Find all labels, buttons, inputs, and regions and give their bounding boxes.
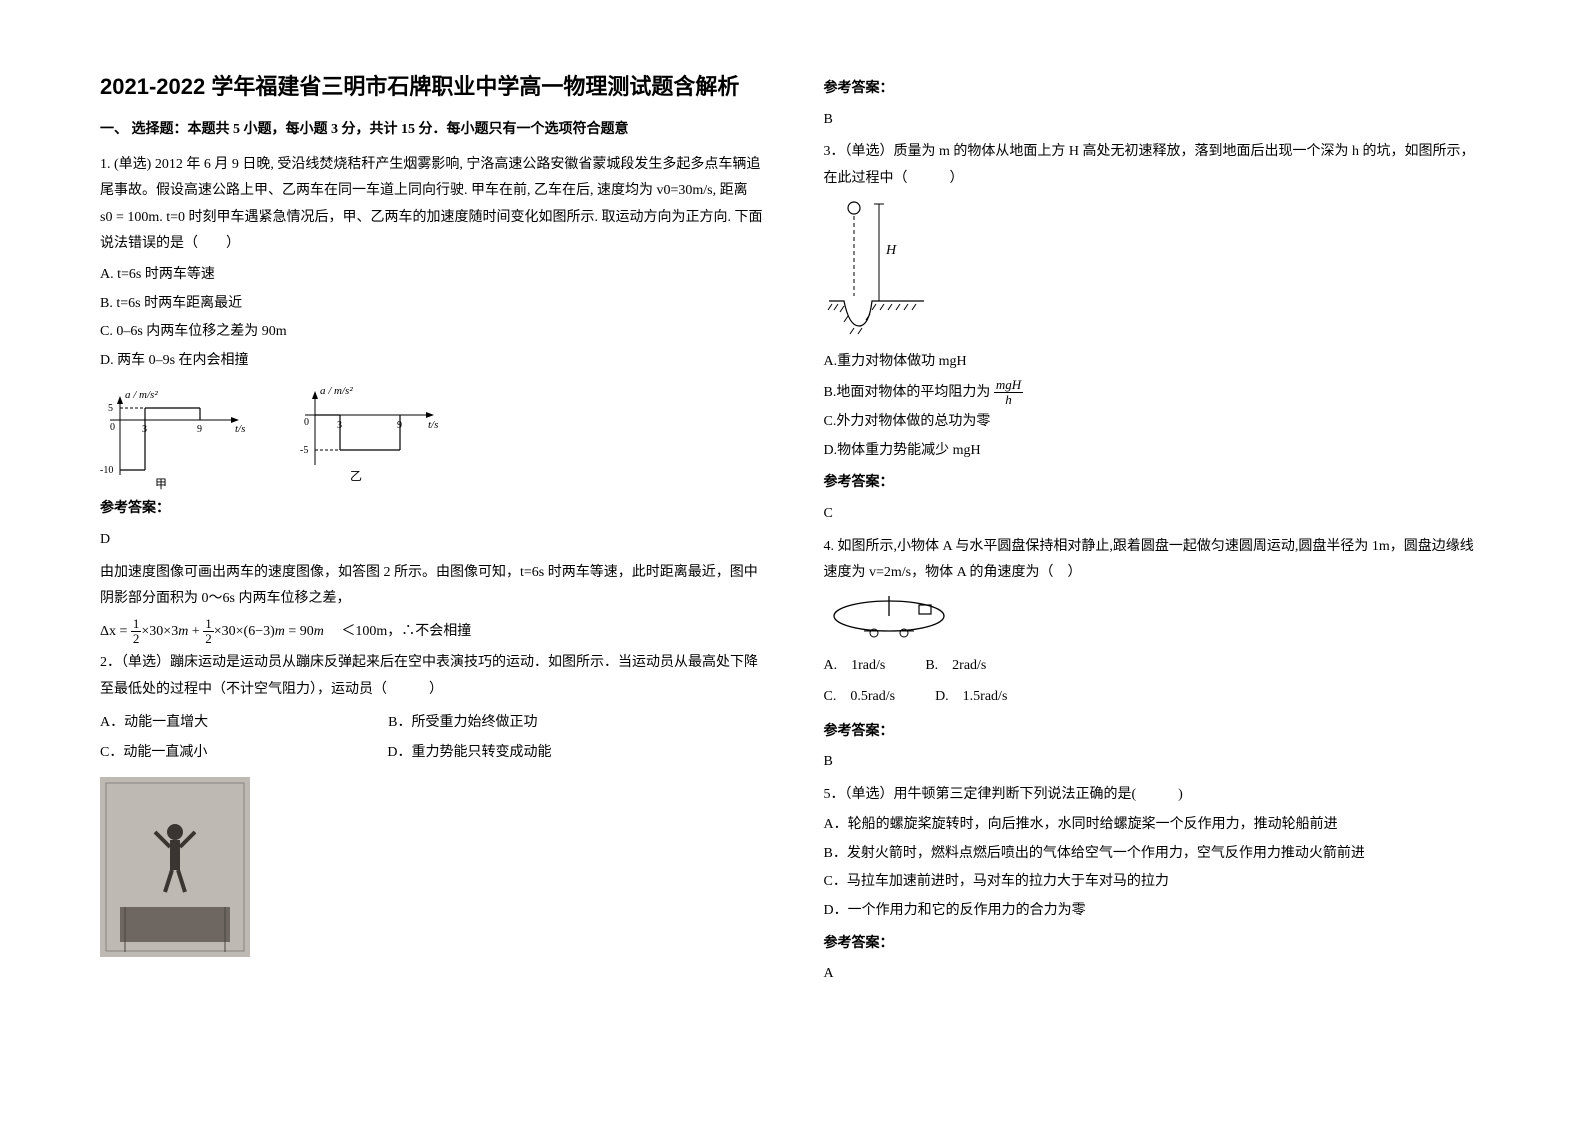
ytick-n10: -10 (100, 465, 113, 476)
q2-options-row1: A．动能一直增大 B．所受重力始终做正功 (100, 708, 764, 739)
ylabel: a / m/s² (125, 389, 158, 401)
q2-answer-label: 参考答案： (824, 76, 1488, 103)
ytick-0: 0 (304, 417, 309, 428)
xtick-9: 9 (397, 420, 402, 431)
q1-answer-label: 参考答案： (100, 496, 764, 523)
q1-formula: Δx = 12×30×3m + 12×30×(6−3)m = 90m ＜100m… (100, 617, 764, 647)
q3-option-c: C.外力对物体做的总功为零 (824, 409, 1488, 436)
q3-option-a: A.重力对物体做功 mgH (824, 349, 1488, 376)
q2-options-row2: C．动能一直减小 D．重力势能只转变成动能 (100, 738, 764, 769)
ytick-0: 0 (110, 422, 115, 433)
q5-option-b: B．发射火箭时，燃料点燃后喷出的气体给空气一个作用力，空气反作用力推动火箭前进 (824, 841, 1488, 868)
q3-answer-label: 参考答案： (824, 470, 1488, 497)
q1-chart-b: a / m/s² t/s 0 -5 3 9 乙 (290, 380, 440, 490)
q3-answer: C (824, 501, 1488, 528)
q1-option-a: A. t=6s 时两车等速 (100, 262, 764, 289)
q1-answer: D (100, 527, 764, 554)
q2-answer: B (824, 107, 1488, 134)
q4-diagram (824, 591, 964, 641)
caption: 甲 (155, 477, 167, 490)
q2-photo (100, 777, 250, 957)
xlabel: t/s (428, 419, 438, 431)
q5-option-a: A．轮船的螺旋桨旋转时，向后推水，水同时给螺旋桨一个反作用力，推动轮船前进 (824, 812, 1488, 839)
q1-option-c: C. 0–6s 内两车位移之差为 90m (100, 319, 764, 346)
q1-stem: 1. (单选) 2012 年 6 月 9 日晚, 受沿线焚烧秸秆产生烟雾影响, … (100, 152, 764, 258)
q4-option-d: D. 1.5rad/s (935, 684, 1007, 711)
q5-answer-label: 参考答案： (824, 931, 1488, 958)
q4-answer: B (824, 749, 1488, 776)
q4-option-b: B. 2rad/s (925, 653, 986, 680)
frac-num: mgH (994, 378, 1023, 393)
q4-option-c: C. 0.5rad/s (824, 684, 896, 711)
q2-option-a: A．动能一直增大 (100, 710, 208, 737)
q4-options-row1: A. 1rad/s B. 2rad/s (824, 651, 1488, 682)
q1-explain-2: ＜100m，∴不会相撞 (341, 624, 471, 639)
q3-stem: 3．（单选）质量为 m 的物体从地面上方 H 高处无初速释放，落到地面后出现一个… (824, 139, 1488, 192)
xtick-3: 3 (142, 424, 147, 435)
q3-option-b-pre: B.地面对物体的平均阻力为 (824, 385, 994, 400)
ytick-n5: -5 (300, 445, 308, 456)
right-column: 参考答案： B 3．（单选）质量为 m 的物体从地面上方 H 高处无初速释放，落… (824, 70, 1488, 994)
q3-option-d: D.物体重力势能减少 mgH (824, 438, 1488, 465)
h-label: H (885, 243, 897, 258)
q4-option-a: A. 1rad/s (824, 653, 886, 680)
caption: 乙 (350, 469, 362, 483)
q4-options-row2: C. 0.5rad/s D. 1.5rad/s (824, 682, 1488, 713)
q1-option-b: B. t=6s 时两车距离最近 (100, 291, 764, 318)
left-column: 2021-2022 学年福建省三明市石牌职业中学高一物理测试题含解析 一、 选择… (100, 70, 764, 994)
q4-answer-label: 参考答案： (824, 719, 1488, 746)
page: 2021-2022 学年福建省三明市石牌职业中学高一物理测试题含解析 一、 选择… (0, 0, 1587, 1034)
q1-option-d: D. 两车 0–9s 在内会相撞 (100, 348, 764, 375)
q2-option-d: D．重力势能只转变成动能 (387, 740, 551, 767)
q3-option-b: B.地面对物体的平均阻力为 mgH h (824, 378, 1488, 408)
q1-chart-a: a / m/s² t/s 5 0 -10 3 9 甲 (100, 380, 250, 490)
ytick-5: 5 (108, 403, 113, 414)
q3-diagram: H (824, 196, 954, 336)
q2-option-c: C．动能一直减小 (100, 740, 207, 767)
q5-stem: 5．（单选）用牛顿第三定律判断下列说法正确的是( ) (824, 782, 1488, 809)
xtick-3: 3 (337, 420, 342, 431)
q2-stem: 2．（单选）蹦床运动是运动员从蹦床反弹起来后在空中表演技巧的运动．如图所示．当运… (100, 650, 764, 703)
xtick-9: 9 (197, 424, 202, 435)
doc-title: 2021-2022 学年福建省三明市石牌职业中学高一物理测试题含解析 (100, 70, 764, 103)
q1-explain-1: 由加速度图像可画出两车的速度图像，如答图 2 所示。由图像可知，t=6s 时两车… (100, 560, 764, 613)
section-heading: 一、 选择题：本题共 5 小题，每小题 3 分，共计 15 分．每小题只有一个选… (100, 117, 764, 144)
q1-figures: a / m/s² t/s 5 0 -10 3 9 甲 (100, 380, 764, 490)
q2-option-b: B．所受重力始终做正功 (388, 710, 537, 737)
xlabel: t/s (235, 423, 245, 435)
q3-option-b-frac: mgH h (994, 378, 1023, 408)
q5-answer: A (824, 961, 1488, 988)
q5-option-c: C．马拉车加速前进时，马对车的拉力大于车对马的拉力 (824, 869, 1488, 896)
frac-den: h (994, 393, 1023, 407)
q4-stem: 4. 如图所示,小物体 A 与水平圆盘保持相对静止,跟着圆盘一起做匀速圆周运动,… (824, 534, 1488, 587)
ylabel: a / m/s² (320, 385, 353, 397)
q5-option-d: D．一个作用力和它的反作用力的合力为零 (824, 898, 1488, 925)
